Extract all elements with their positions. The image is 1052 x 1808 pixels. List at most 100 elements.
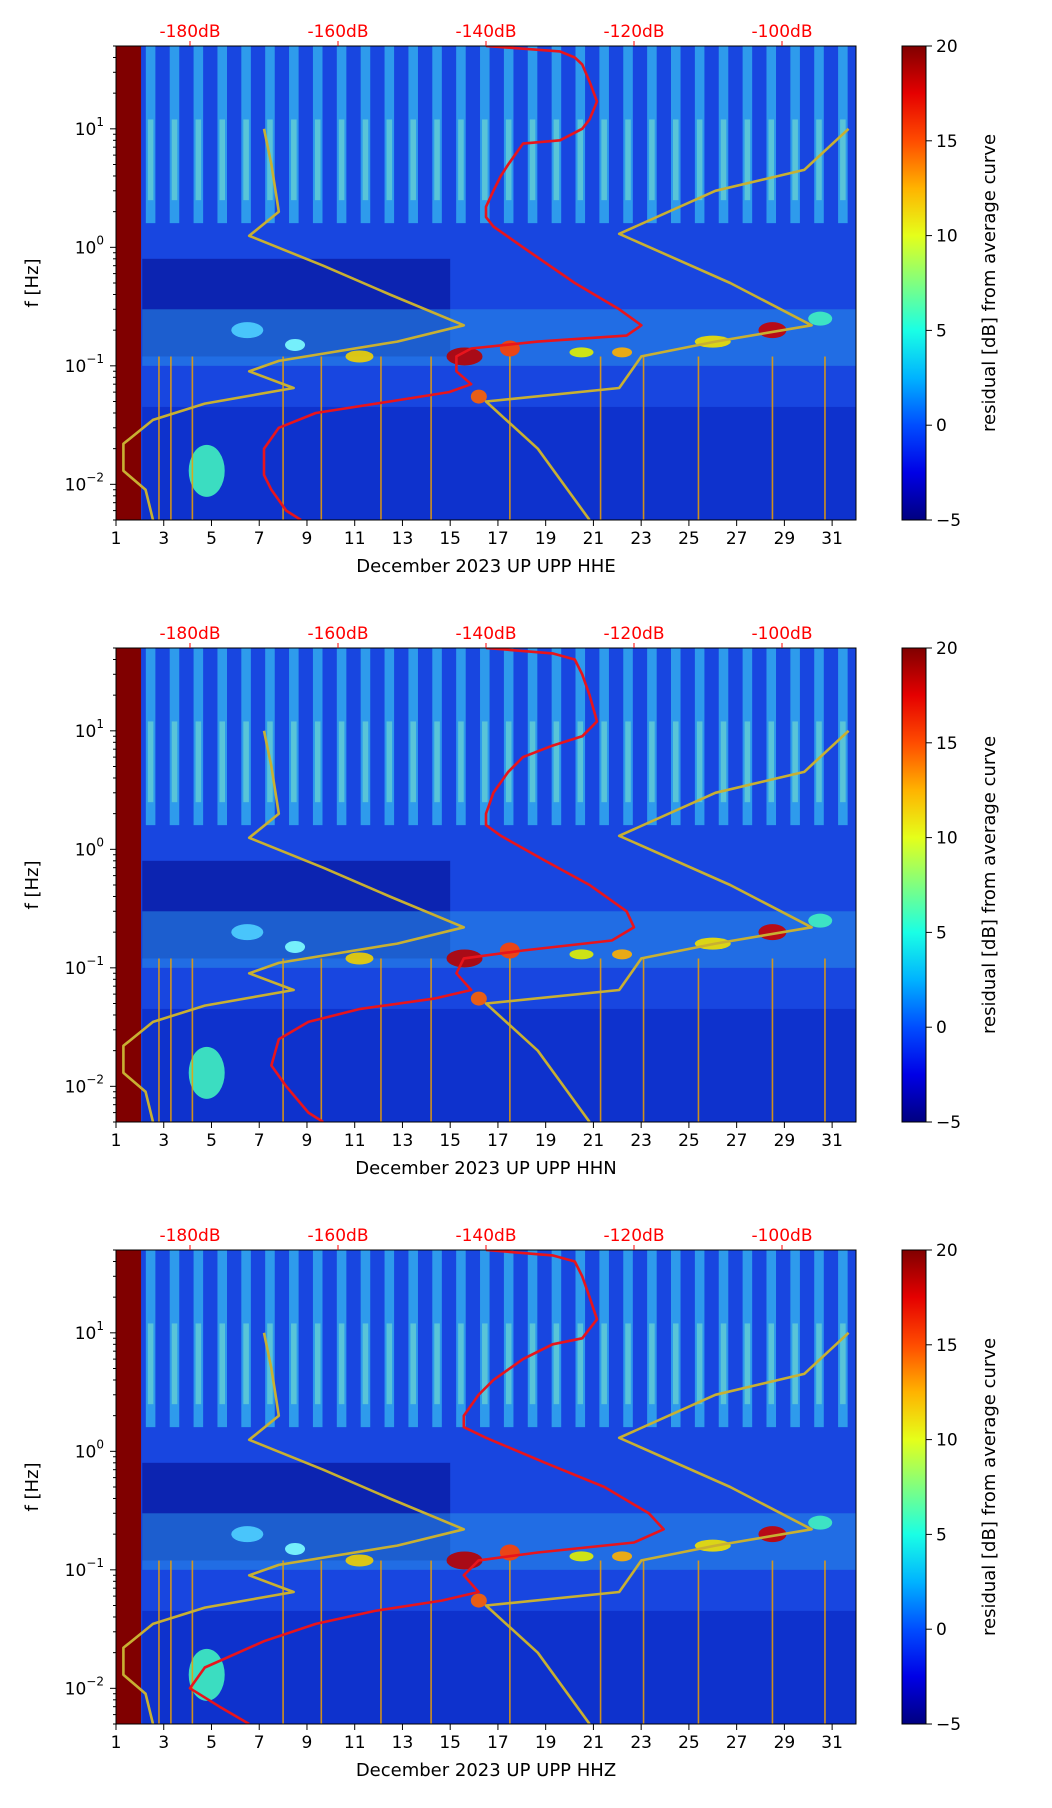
y-tick-label: 101 [75, 717, 104, 742]
energy-blob [612, 347, 633, 358]
x-tick-label: 15 [439, 1131, 461, 1151]
colorbar-tick-label: −5 [936, 511, 961, 531]
energy-blob [499, 942, 520, 959]
energy-blob [188, 1648, 225, 1701]
data-gap-band [116, 648, 142, 1122]
top-db-label: -120dB [603, 22, 664, 42]
diurnal-stripe-core [816, 1323, 822, 1405]
diurnal-stripe-core [553, 1323, 560, 1405]
energy-blob [285, 940, 306, 953]
x-tick-label: 13 [392, 1131, 414, 1151]
top-db-label: -160dB [307, 624, 368, 644]
x-tick-label: 9 [302, 1733, 313, 1753]
y-tick-base: 10 [75, 840, 97, 860]
colorbar-title: residual [dB] from average curve [979, 736, 1000, 1034]
colorbar-tick-label: 15 [936, 132, 958, 152]
colorbar-tick-label: 5 [936, 1525, 947, 1545]
diurnal-stripe-core [291, 119, 297, 201]
diurnal-stripe-core [410, 119, 416, 201]
colorbar-tick-label: 20 [936, 639, 958, 659]
colorbar-tick-label: 15 [936, 734, 958, 754]
y-axis-title: f [Hz] [22, 860, 43, 909]
colorbar-tick-label: 0 [936, 1620, 947, 1640]
diurnal-stripe-core [314, 1323, 321, 1405]
diurnal-stripe-core [243, 119, 249, 201]
diurnal-stripe-core [649, 721, 655, 803]
x-tick-label: 25 [678, 1131, 700, 1151]
diurnal-stripe-core [720, 1323, 727, 1405]
diurnal-stripe-core [362, 721, 369, 803]
energy-blob [345, 952, 374, 965]
y-tick-exponent: 0 [96, 233, 104, 247]
diurnal-stripe-core [744, 1323, 751, 1405]
diurnal-stripe-core [768, 1323, 775, 1405]
diurnal-stripe-core [601, 119, 607, 201]
diurnal-stripe-core [458, 119, 464, 201]
y-axis-title: f [Hz] [22, 258, 43, 307]
y-tick-label: 10−2 [65, 1674, 104, 1699]
spectrogram-panel-hhn: 1 3 5 7 9 11 13 15 17 19 21 23 25 27 29 31 December 2023… [0, 602, 1052, 1202]
y-tick-base: 10 [65, 357, 87, 377]
diurnal-stripe-core [195, 1323, 202, 1405]
x-tick-label: 27 [726, 1733, 748, 1753]
colorbar-tick-label: 20 [936, 1241, 958, 1261]
y-tick-label: 10−2 [65, 1072, 104, 1097]
colorbar-tick-label: 15 [936, 1336, 958, 1356]
diurnal-stripe-core [171, 721, 178, 803]
y-tick-label: 10−1 [65, 954, 104, 979]
series-group [122, 1250, 850, 1724]
y-tick-exponent: −2 [86, 470, 104, 484]
spectrogram-panel-hhe: 1 3 5 7 9 11 13 15 17 19 21 23 25 27 29 31 December 2023… [0, 0, 1052, 600]
energy-blob [808, 311, 833, 326]
energy-blob [612, 949, 633, 960]
energy-blob [345, 1554, 374, 1567]
diurnal-stripe-core [291, 1323, 297, 1405]
x-tick-label: 29 [774, 1733, 796, 1753]
top-db-label: -180dB [159, 624, 220, 644]
diurnal-stripe-core [792, 721, 798, 803]
energy-blob [285, 338, 306, 351]
diurnal-stripe-core [577, 721, 584, 803]
x-tick-label: 25 [678, 1733, 700, 1753]
diurnal-stripe-core [529, 119, 536, 201]
x-tick-label: 15 [439, 529, 461, 549]
diurnal-stripe-core [482, 1323, 488, 1405]
diurnal-stripe-core [696, 119, 703, 201]
y-tick-exponent: 0 [96, 1437, 104, 1451]
diurnal-stripe-core [840, 119, 846, 201]
diurnal-stripe-core [625, 721, 631, 803]
energy-blob [231, 1526, 264, 1543]
diurnal-stripe-core [553, 721, 560, 803]
y-tick-base: 10 [65, 475, 87, 495]
diurnal-stripe-core [601, 721, 607, 803]
diurnal-stripe-core [792, 1323, 798, 1405]
x-tick-label: 13 [392, 1733, 414, 1753]
x-tick-label: 11 [344, 529, 366, 549]
diurnal-stripe-core [840, 721, 846, 803]
diurnal-stripe-core [219, 1323, 225, 1405]
x-tick-label: 9 [302, 529, 313, 549]
diurnal-stripe-core [553, 119, 560, 201]
energy-blob [569, 949, 594, 960]
noise-model-line [122, 730, 466, 1122]
energy-blob [285, 1542, 306, 1555]
colorbar-tick-label: 0 [936, 1018, 947, 1038]
colorbar-tick-label: 10 [936, 829, 958, 849]
x-tick-label: 1 [111, 1733, 122, 1753]
y-tick-exponent: −2 [86, 1072, 104, 1086]
diurnal-stripe-core [840, 1323, 846, 1405]
x-tick-label: 11 [344, 1131, 366, 1151]
y-tick-exponent: −1 [86, 352, 104, 366]
noise-model-line [122, 128, 466, 520]
y-tick-exponent: −1 [86, 1556, 104, 1570]
x-tick-label: 31 [821, 529, 843, 549]
diurnal-stripe-core [410, 721, 416, 803]
y-tick-base: 10 [75, 1324, 97, 1344]
colorbar-tick-label: 10 [936, 1431, 958, 1451]
y-tick-label: 10−2 [65, 470, 104, 495]
energy-blob [231, 322, 264, 339]
diurnal-stripe-core [816, 721, 822, 803]
diurnal-stripe-core [434, 119, 440, 201]
x-tick-label: 5 [206, 529, 217, 549]
